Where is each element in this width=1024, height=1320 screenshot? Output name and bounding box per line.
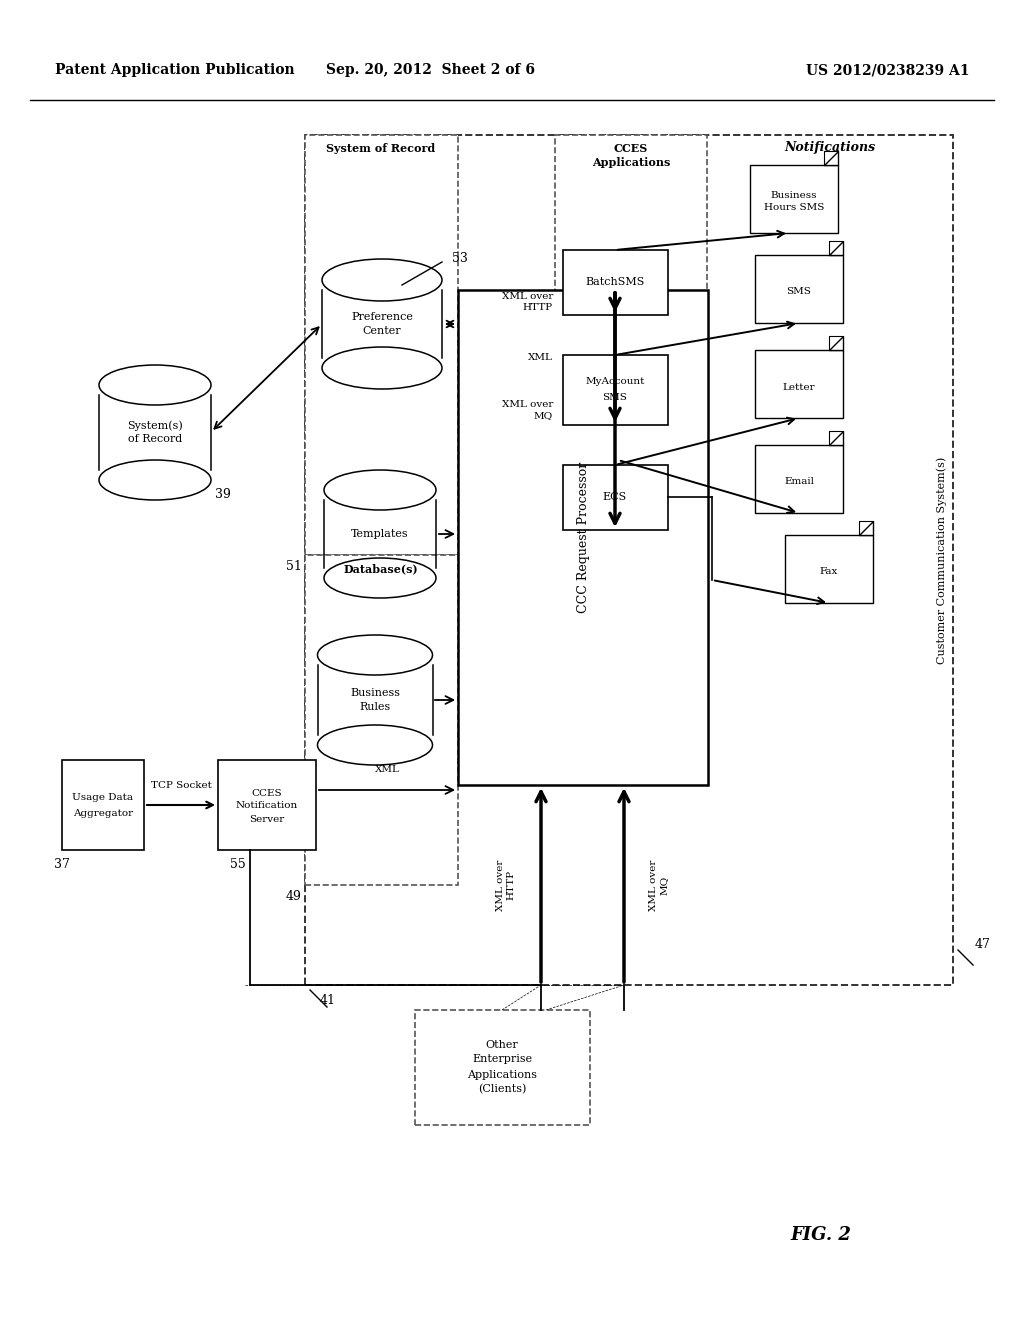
Text: ECS: ECS [603, 492, 627, 502]
Polygon shape [829, 242, 843, 255]
Text: Preference: Preference [351, 313, 413, 322]
Text: Usage Data: Usage Data [73, 792, 133, 801]
Bar [755, 350, 843, 418]
Bar [305, 554, 458, 884]
Text: Applications: Applications [592, 157, 670, 169]
Text: Customer Communication System(s): Customer Communication System(s) [937, 457, 947, 664]
Bar [218, 760, 316, 850]
Text: MyAccount: MyAccount [586, 376, 645, 385]
Text: SMS: SMS [786, 288, 811, 297]
Text: of Record: of Record [128, 433, 182, 444]
Bar [458, 290, 708, 785]
Text: 51: 51 [286, 561, 302, 573]
Text: CCES: CCES [613, 144, 648, 154]
Bar [563, 249, 668, 315]
Text: System of Record: System of Record [327, 144, 435, 154]
Text: FIG. 2: FIG. 2 [790, 1226, 851, 1243]
Bar [750, 165, 838, 234]
Polygon shape [829, 432, 843, 445]
Text: Patent Application Publication: Patent Application Publication [55, 63, 295, 77]
Ellipse shape [324, 470, 436, 510]
Text: XML: XML [528, 352, 553, 362]
Text: Fax: Fax [820, 568, 839, 577]
Bar [62, 760, 144, 850]
Text: Aggregator: Aggregator [73, 808, 133, 817]
Text: Templates: Templates [351, 529, 409, 539]
Text: 49: 49 [286, 891, 302, 903]
Text: TCP Socket: TCP Socket [151, 780, 211, 789]
Text: Hours SMS: Hours SMS [764, 203, 824, 213]
Text: (Clients): (Clients) [478, 1084, 526, 1094]
Text: Database(s): Database(s) [344, 564, 419, 574]
Text: 37: 37 [54, 858, 70, 871]
Bar [563, 465, 668, 531]
Text: Letter: Letter [782, 383, 815, 392]
Text: XML over
MQ: XML over MQ [649, 859, 669, 911]
Polygon shape [824, 150, 838, 165]
Bar [755, 255, 843, 323]
Text: Center: Center [362, 326, 401, 335]
Bar [305, 135, 953, 985]
Ellipse shape [99, 366, 211, 405]
Text: Rules: Rules [359, 701, 390, 711]
Bar [755, 445, 843, 513]
Text: System(s): System(s) [127, 420, 183, 430]
Text: Business: Business [350, 689, 400, 698]
Text: CCES: CCES [252, 788, 283, 797]
Text: Notifications: Notifications [784, 141, 876, 154]
Text: US 2012/0238239 A1: US 2012/0238239 A1 [807, 63, 970, 77]
Text: 41: 41 [319, 994, 336, 1006]
Text: XML: XML [375, 766, 399, 775]
Text: Applications: Applications [467, 1071, 537, 1080]
Text: XML over
HTTP: XML over HTTP [497, 859, 516, 911]
Text: Business: Business [771, 191, 817, 201]
Text: 39: 39 [215, 488, 230, 502]
Ellipse shape [99, 459, 211, 500]
Text: CCC Request Processor: CCC Request Processor [577, 462, 590, 612]
Text: Sep. 20, 2012  Sheet 2 of 6: Sep. 20, 2012 Sheet 2 of 6 [326, 63, 535, 77]
Bar [305, 135, 458, 554]
Text: SMS: SMS [602, 392, 628, 401]
Ellipse shape [324, 558, 436, 598]
Polygon shape [859, 521, 873, 535]
Polygon shape [829, 337, 843, 350]
Text: XML over
HTTP: XML over HTTP [502, 292, 553, 312]
Ellipse shape [317, 725, 432, 766]
Ellipse shape [322, 347, 442, 389]
Ellipse shape [322, 259, 442, 301]
Text: Server: Server [250, 816, 285, 825]
Text: Enterprise: Enterprise [472, 1053, 532, 1064]
Bar [555, 135, 707, 605]
Text: 47: 47 [975, 939, 991, 952]
Text: Email: Email [784, 478, 814, 487]
Text: Other: Other [485, 1040, 518, 1049]
Text: BatchSMS: BatchSMS [586, 277, 645, 286]
Bar [785, 535, 873, 603]
Text: XML over
MQ: XML over MQ [502, 400, 553, 420]
Text: 53: 53 [452, 252, 468, 264]
Bar [563, 355, 668, 425]
Text: Notification: Notification [236, 801, 298, 810]
Ellipse shape [317, 635, 432, 675]
Text: 55: 55 [230, 858, 246, 871]
Bar [415, 1010, 590, 1125]
